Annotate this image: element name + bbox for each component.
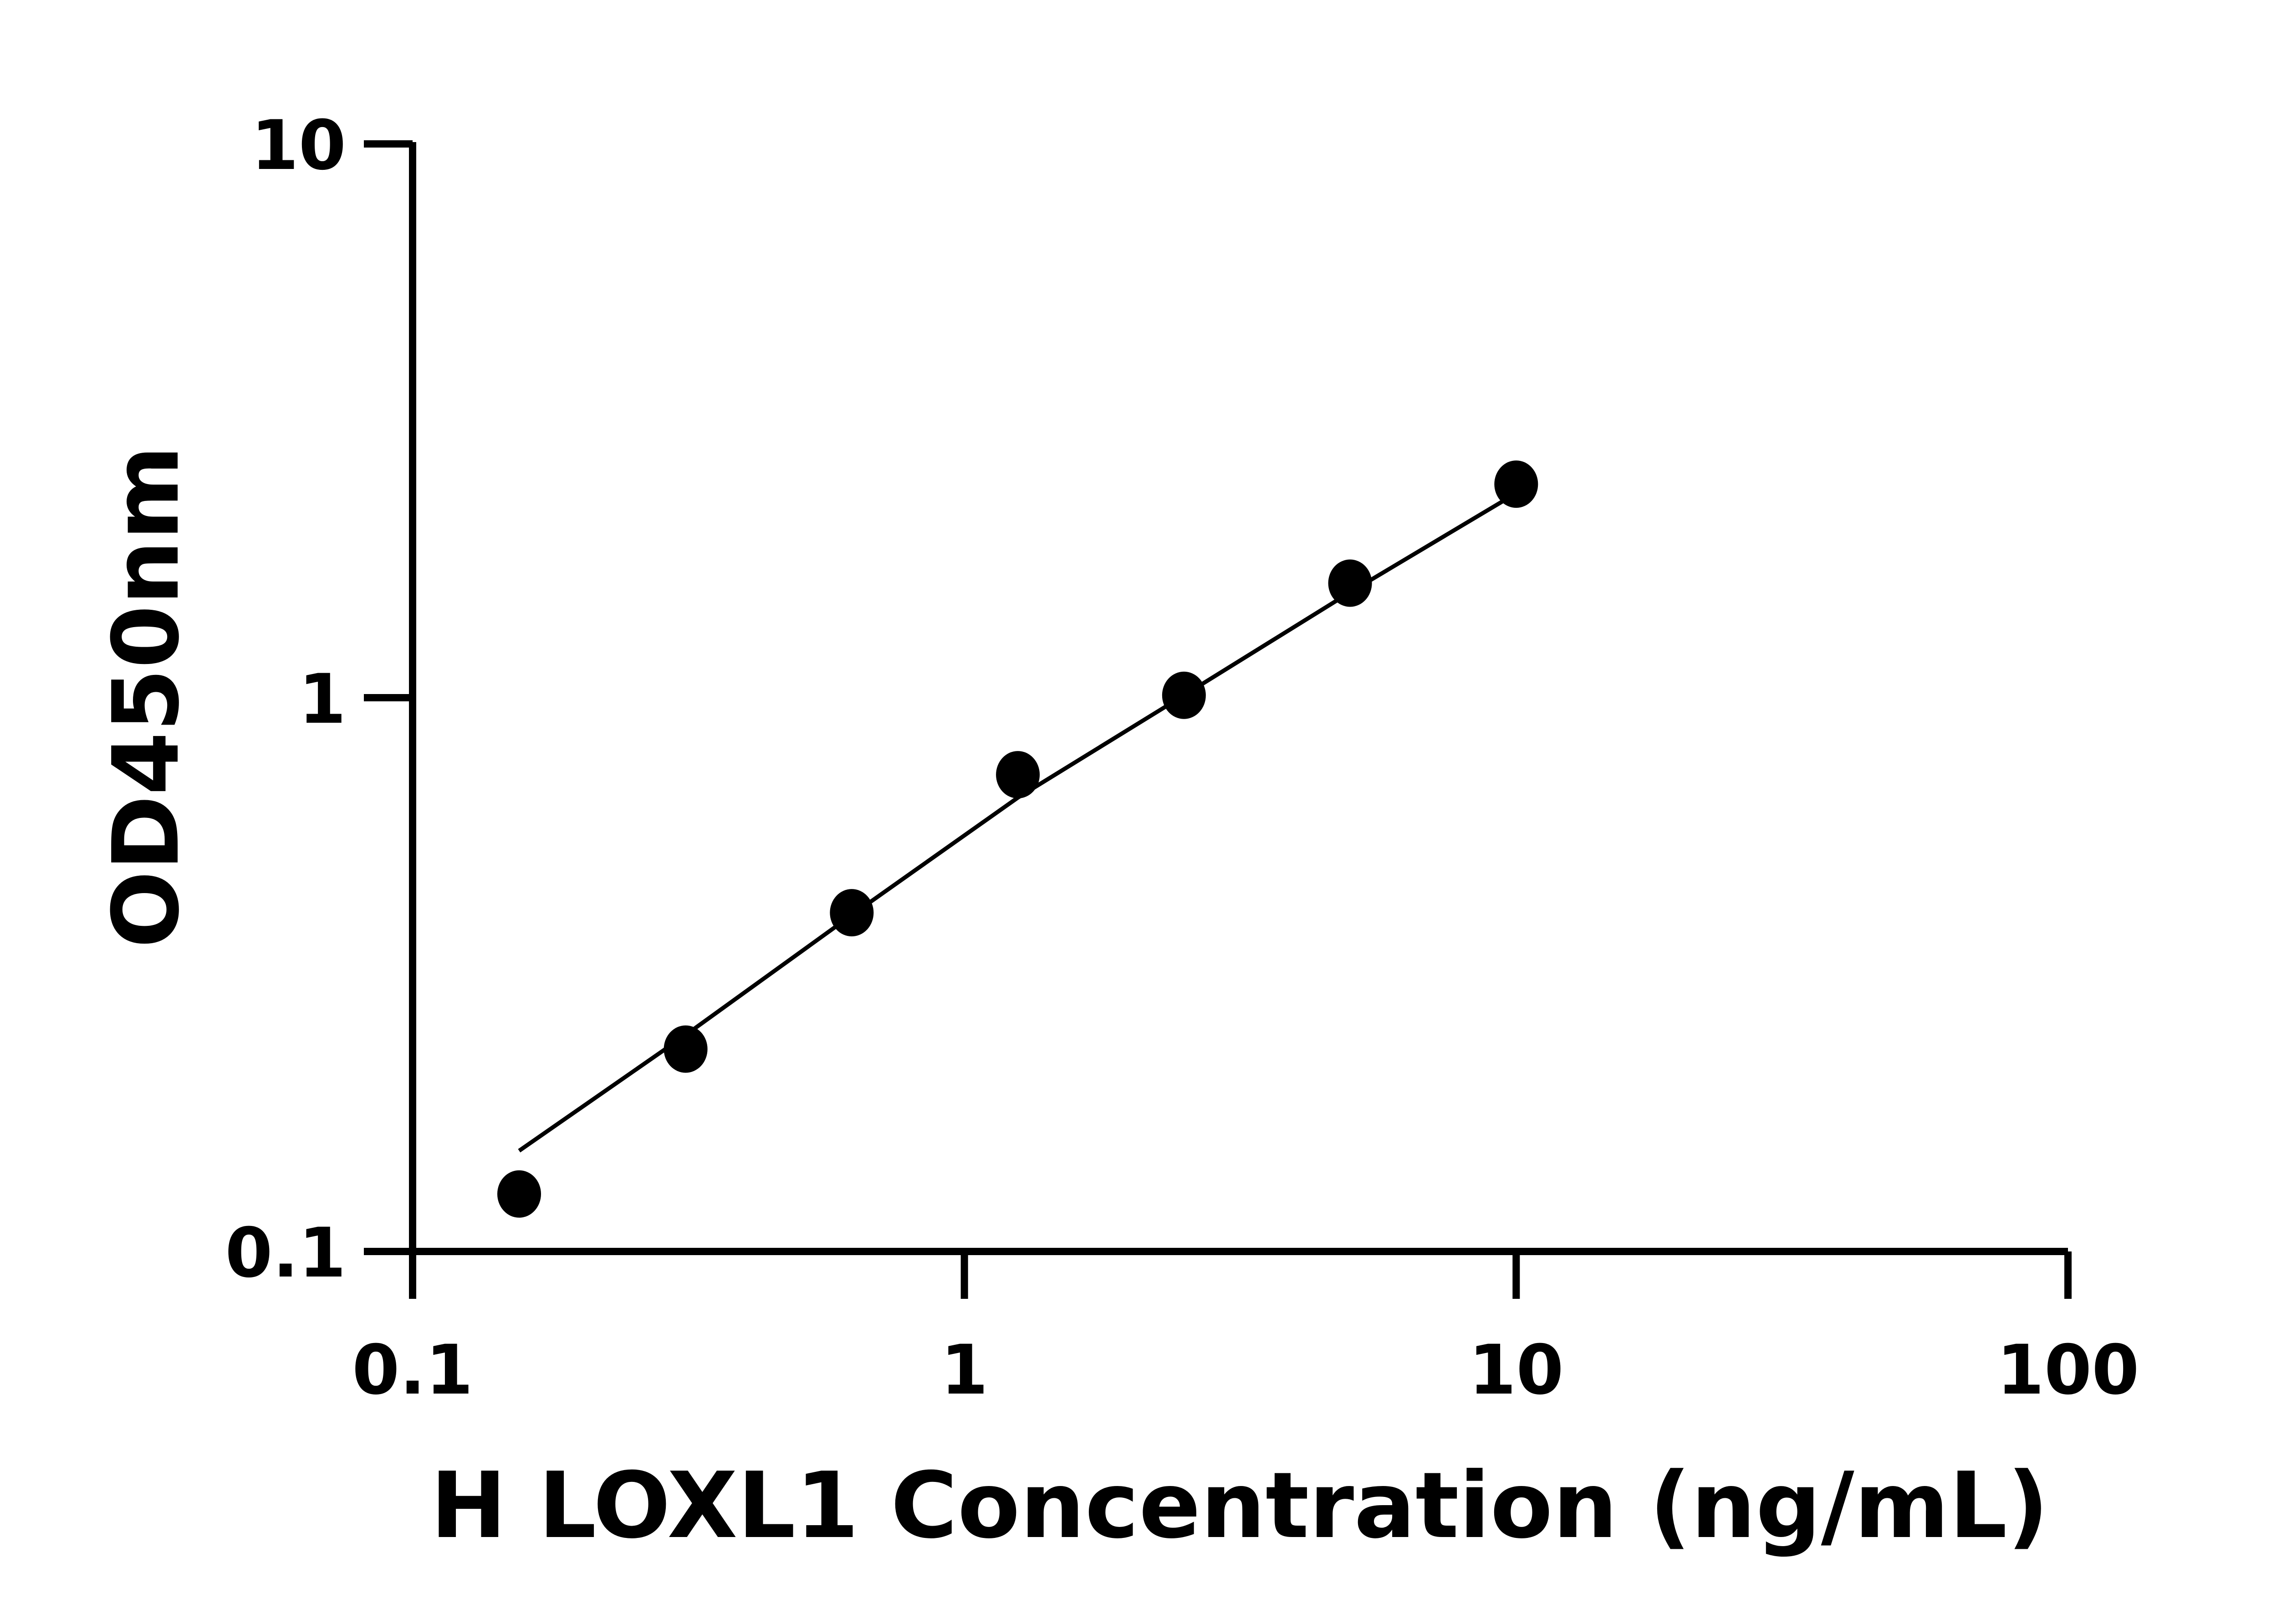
- x-tick-label: 0.1: [352, 1331, 473, 1410]
- x-tick-label: 1: [940, 1331, 988, 1410]
- y-tick-label: 0.1: [225, 1214, 346, 1293]
- x-tick-label: 100: [1996, 1331, 2139, 1410]
- x-axis-label: H LOXL1 Concentration (ng/mL): [430, 1453, 2049, 1559]
- y-tick-label: 10: [251, 106, 346, 185]
- data-point: [830, 889, 874, 937]
- axes: [409, 142, 2068, 1257]
- data-point: [664, 1025, 708, 1073]
- data-point: [1494, 460, 1538, 508]
- data-point: [996, 751, 1040, 799]
- y-tick-label: 1: [299, 660, 346, 739]
- y-axis-label: OD450nm: [93, 445, 199, 948]
- data-point: [1162, 671, 1206, 719]
- data-point: [497, 1170, 541, 1218]
- data-point: [1328, 559, 1372, 607]
- x-tick-label: 10: [1469, 1331, 1564, 1410]
